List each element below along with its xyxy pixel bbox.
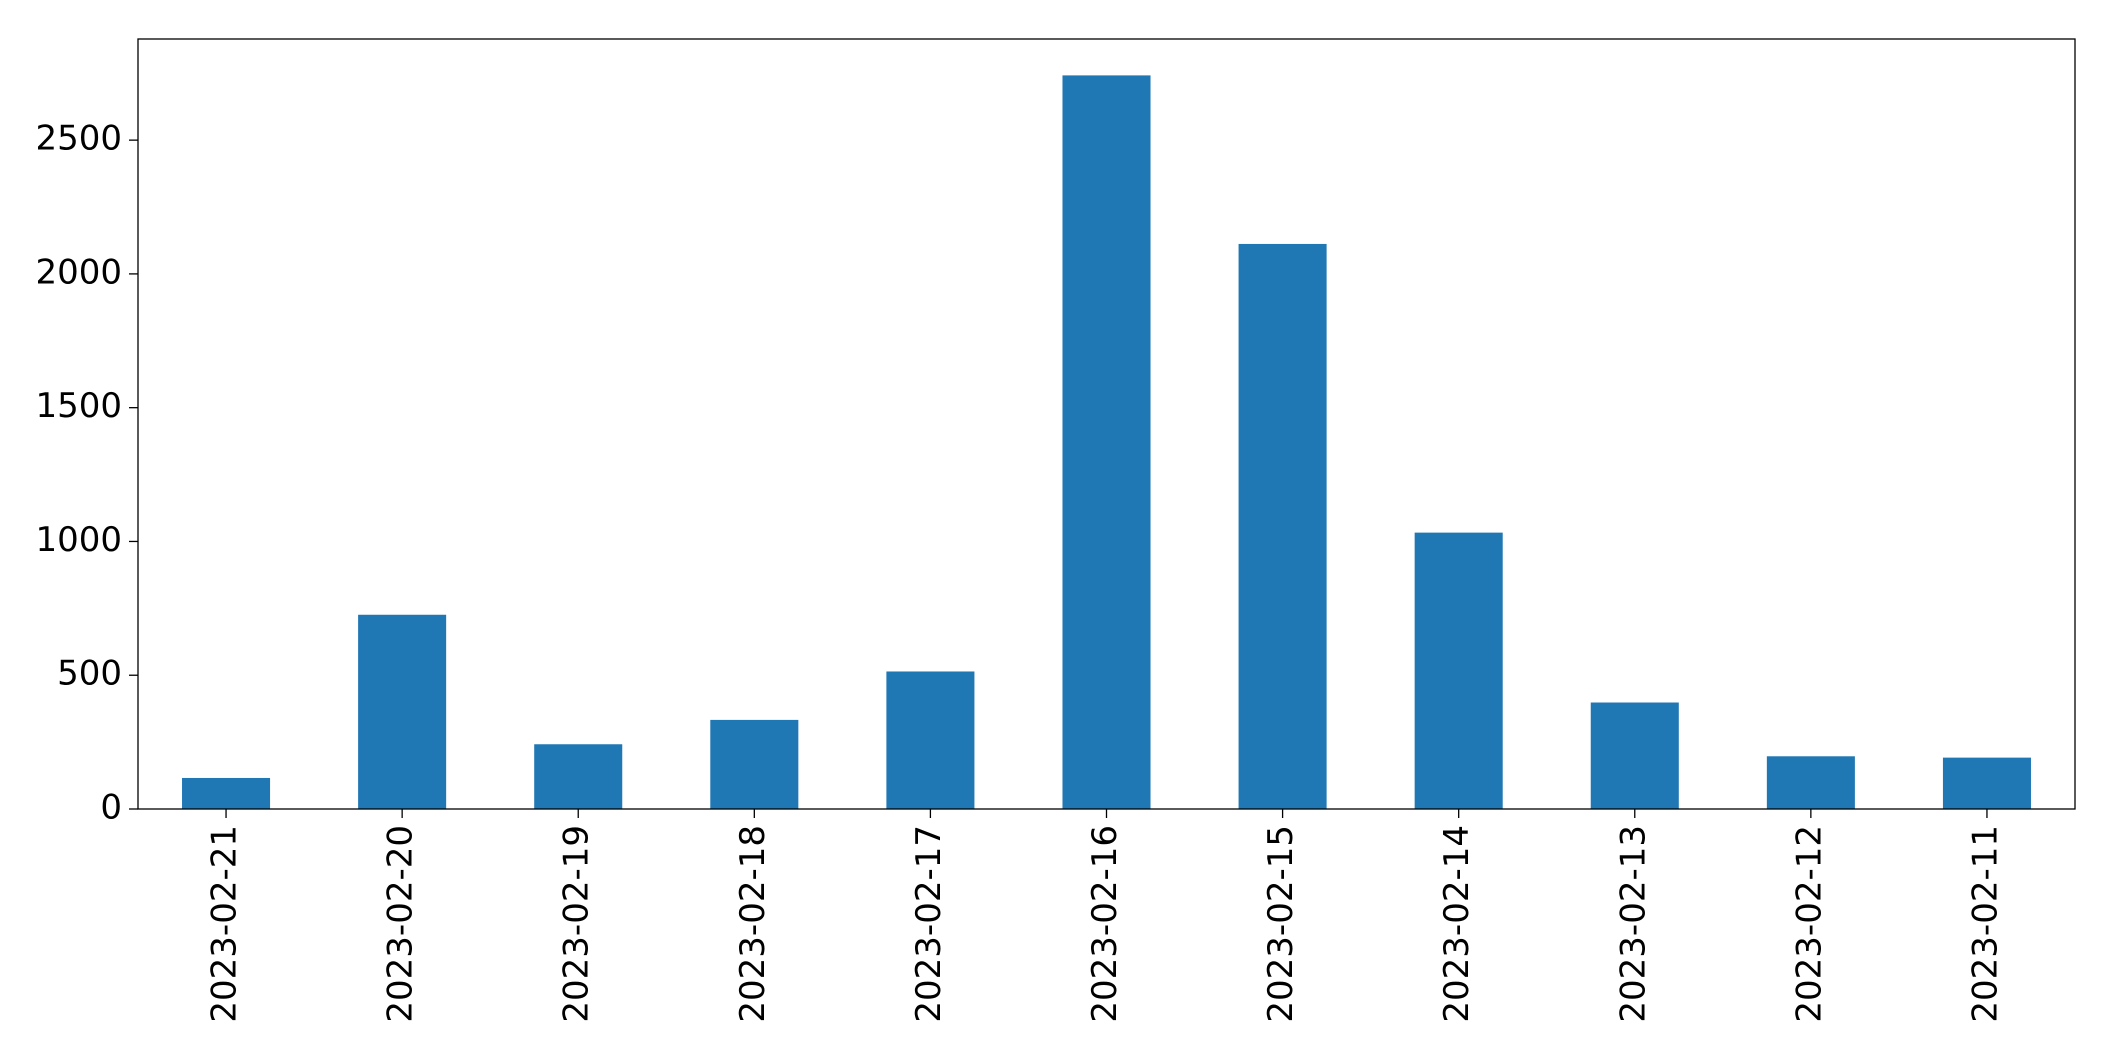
y-tick-label: 1000 <box>35 520 122 560</box>
x-tick-label: 2023-02-18 <box>733 825 773 1023</box>
x-tick-label: 2023-02-16 <box>1085 825 1125 1023</box>
bar <box>1062 75 1151 810</box>
bar <box>1942 757 2031 809</box>
bar <box>886 671 975 809</box>
bar <box>358 614 447 809</box>
bar <box>534 744 623 809</box>
x-tick-label: 2023-02-17 <box>909 825 949 1023</box>
x-tick-label: 2023-02-13 <box>1613 825 1653 1023</box>
x-tick-label: 2023-02-20 <box>381 825 421 1023</box>
x-tick-label: 2023-02-19 <box>557 825 597 1023</box>
bar <box>1766 756 1855 809</box>
plot-frame <box>137 38 2076 810</box>
x-tick-label: 2023-02-14 <box>1437 825 1477 1023</box>
x-tick-label: 2023-02-15 <box>1261 825 1301 1023</box>
bar <box>710 719 799 809</box>
x-tick-label: 2023-02-11 <box>1965 825 2005 1023</box>
x-tick-label: 2023-02-21 <box>205 825 245 1023</box>
bar <box>1414 532 1503 809</box>
bar <box>1238 243 1327 810</box>
x-tick-label: 2023-02-12 <box>1789 825 1829 1023</box>
y-tick-label: 2500 <box>35 119 122 159</box>
bar <box>1590 702 1679 809</box>
y-tick-label: 500 <box>57 654 122 694</box>
bar <box>182 777 271 809</box>
y-tick-label: 1500 <box>35 386 122 426</box>
y-tick-label: 0 <box>100 788 122 828</box>
y-tick-label: 2000 <box>35 252 122 292</box>
